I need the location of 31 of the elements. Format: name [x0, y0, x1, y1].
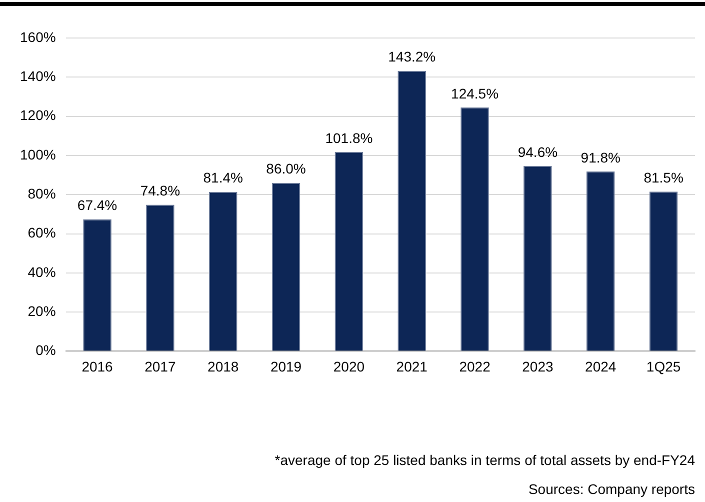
x-tick-label: 2016: [82, 358, 114, 374]
x-tick-label: 2017: [144, 358, 176, 374]
y-tick-label: 140%: [20, 68, 56, 84]
data-label: 81.4%: [203, 170, 243, 186]
text: *average of top 25 listed banks in terms of total assets by end-FY24: [274, 452, 696, 468]
y-tick-label: 100%: [20, 146, 56, 162]
y-tick-label: 40%: [28, 264, 56, 280]
x-tick-label: 2022: [459, 358, 491, 374]
x-tick-label: 2019: [270, 358, 302, 374]
data-label: 74.8%: [140, 182, 180, 199]
source-note: Sources: Company reports: [528, 480, 695, 497]
x-tick-label: 2024: [585, 358, 616, 374]
y-tick-label: 160%: [20, 28, 56, 45]
y-tick-label: 20%: [28, 302, 56, 319]
y-tick-label: 0%: [36, 342, 56, 358]
y-tick-label: 80%: [28, 185, 56, 202]
y-tick-label: 120%: [20, 107, 56, 124]
x-tick-label: 2018: [208, 358, 239, 374]
data-label: 124.5%: [451, 85, 499, 102]
data-label: 143.2%: [388, 48, 436, 65]
data-label: 81.5%: [644, 170, 684, 186]
y-tick-label: 60%: [28, 224, 56, 241]
data-label: 91.8%: [580, 149, 620, 166]
x-tick-label: 2023: [522, 358, 554, 374]
data-label: 94.6%: [518, 144, 558, 160]
x-tick-label: 2020: [333, 358, 365, 374]
data-label: 67.4%: [77, 197, 118, 214]
data-label: 86.0%: [266, 160, 306, 177]
x-tick-label: 2021: [396, 358, 428, 374]
data-label: 101.8%: [325, 130, 373, 146]
x-tick-label: 1Q25: [646, 358, 681, 374]
